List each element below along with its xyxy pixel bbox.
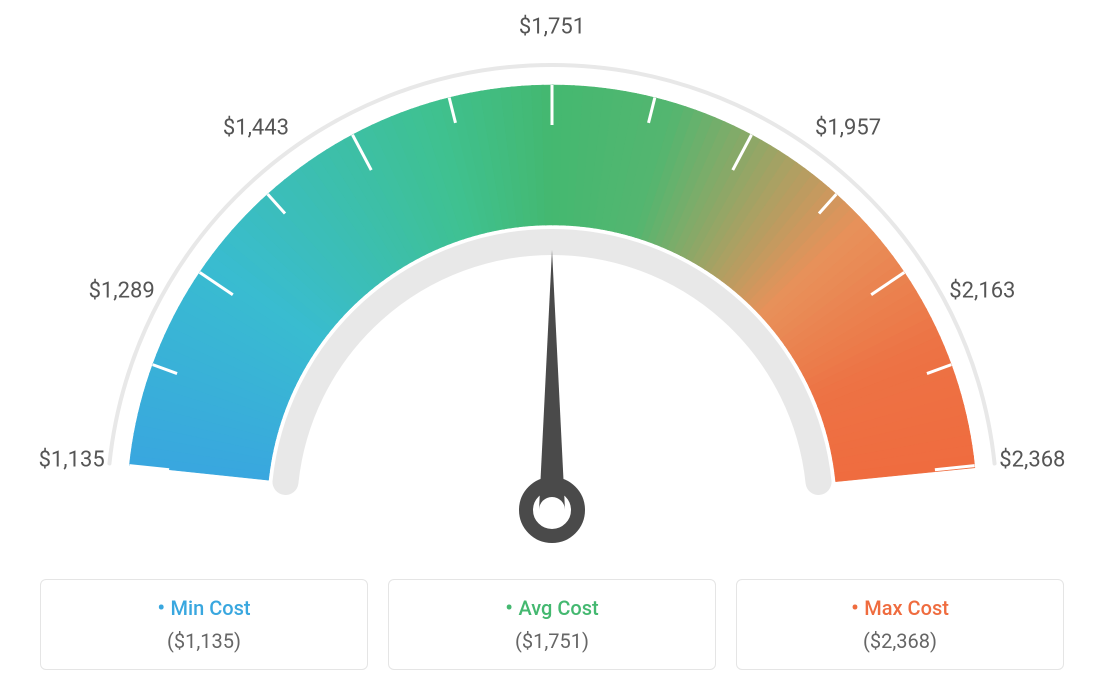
legend-card-avg: Avg Cost ($1,751) — [388, 579, 716, 670]
gauge-tick-label: $1,443 — [223, 116, 289, 141]
legend-card-min: Min Cost ($1,135) — [40, 579, 368, 670]
gauge-tick-label: $2,368 — [999, 447, 1065, 472]
chart-container: $1,135 $1,289 $1,443 $1,751 $1,957 $2,163 $2,3… — [0, 0, 1104, 690]
legend-title-min: Min Cost — [61, 596, 347, 621]
gauge-tick-label: $2,163 — [949, 278, 1015, 303]
legend-title-avg: Avg Cost — [409, 596, 695, 621]
gauge-needle — [539, 250, 565, 510]
legend-title-max: Max Cost — [757, 596, 1043, 621]
gauge-tick-label: $1,289 — [89, 278, 155, 303]
legend-value-avg: ($1,751) — [409, 629, 695, 653]
gauge: $1,135 $1,289 $1,443 $1,751 $1,957 $2,163 $2,3… — [0, 0, 1104, 560]
gauge-tick-label: $1,751 — [519, 15, 585, 40]
legend-value-max: ($2,368) — [757, 629, 1043, 653]
legend-value-min: ($1,135) — [61, 629, 347, 653]
gauge-tick-label: $1,135 — [39, 447, 105, 472]
gauge-needle-hub-inner — [539, 497, 565, 523]
gauge-svg — [0, 0, 1104, 560]
legend-row: Min Cost ($1,135) Avg Cost ($1,751) Max … — [40, 579, 1064, 670]
legend-card-max: Max Cost ($2,368) — [736, 579, 1064, 670]
gauge-tick-label: $1,957 — [815, 116, 881, 141]
